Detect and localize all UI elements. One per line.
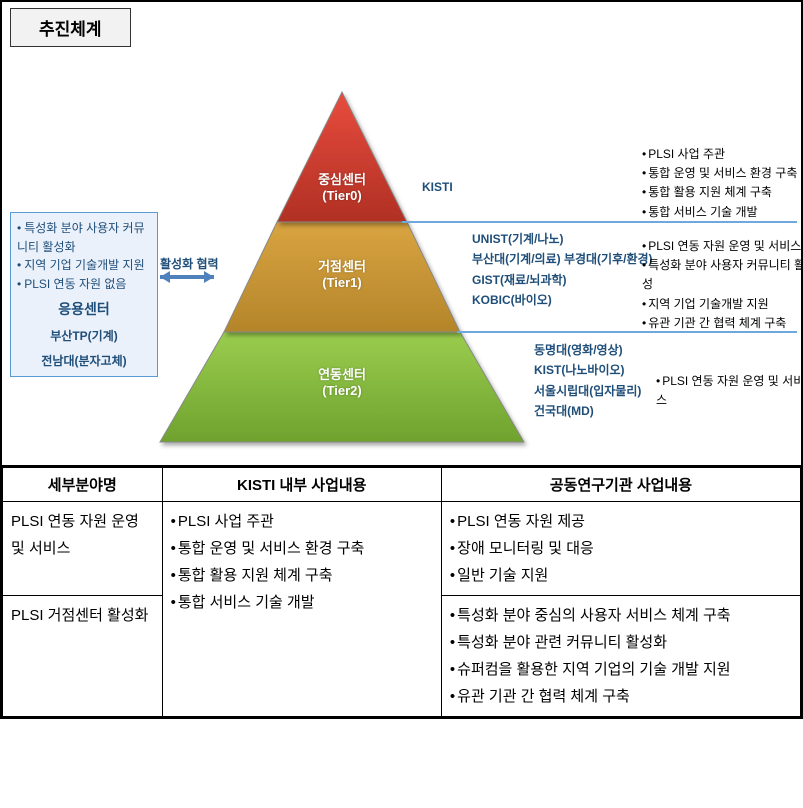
r0c3-0: PLSI 연동 자원 제공 <box>450 508 792 535</box>
details-table: 세부분야명 KISTI 내부 사업내용 공동연구기관 사업내용 PLSI 연동 … <box>2 467 801 717</box>
page-root: 추진체계 <box>0 0 803 719</box>
r0c1: PLSI 연동 자원 운영 및 서비스 <box>3 502 163 596</box>
tier2-institutions: 동명대(영화/영상) KIST(나노바이오) 서울시립대(입자물리) 건국대(M… <box>534 340 641 422</box>
table-row: PLSI 연동 자원 운영 및 서비스 PLSI 사업 주관 통합 운영 및 서… <box>3 502 801 596</box>
pyramid-diagram: 중심센터 (Tier0) 거점센터 (Tier1) 연동센터 (Tier2) 특… <box>2 47 801 467</box>
r0c3: PLSI 연동 자원 제공 장애 모니터링 및 대응 일반 기술 지원 <box>441 502 800 596</box>
t1r1: 특성화 분야 사용자 커뮤니티 활성 <box>642 256 803 294</box>
t0r1: 통합 운영 및 서비스 환경 구축 <box>642 164 802 183</box>
c2m2: 통합 활용 지원 체계 구축 <box>171 562 433 589</box>
tier2-sub: (Tier2) <box>287 383 397 399</box>
r1c3-0: 특성화 분야 중심의 사용자 서비스 체계 구축 <box>450 602 792 629</box>
r1c3-1: 특성화 분야 관련 커뮤니티 활성화 <box>450 629 792 656</box>
application-center-box: 특성화 분야 사용자 커뮤니티 활성화 지역 기업 기술개발 지원 PLSI 연… <box>10 212 158 377</box>
t1r0: PLSI 연동 자원 운영 및 서비스 <box>642 237 803 256</box>
t0r3: 통합 서비스 기술 개발 <box>642 203 802 222</box>
r1c3: 특성화 분야 중심의 사용자 서비스 체계 구축 특성화 분야 관련 커뮤니티 … <box>441 596 800 717</box>
appcenter-title: 응용센터 <box>17 299 151 321</box>
t1r3: 유관 기관 간 협력 체계 구축 <box>642 314 803 333</box>
t1r2: 지역 기업 기술개발 지원 <box>642 295 803 314</box>
c2m0: PLSI 사업 주관 <box>171 508 433 535</box>
appcenter-ex1: 부산TP(기계) <box>17 327 151 346</box>
th-0: 세부분야명 <box>3 468 163 502</box>
tier2-name: 연동센터 <box>287 367 397 383</box>
appcenter-b2: 지역 기업 기술개발 지원 <box>17 256 151 275</box>
t0r0: PLSI 사업 주관 <box>642 145 802 164</box>
tier0-sub: (Tier0) <box>287 188 397 204</box>
tier0-label: 중심센터 (Tier0) <box>287 172 397 205</box>
th-1: KISTI 내부 사업내용 <box>162 468 441 502</box>
r0c3-1: 장애 모니터링 및 대응 <box>450 535 792 562</box>
tier2-roles: PLSI 연동 자원 운영 및 서비스 <box>656 372 803 410</box>
section-title: 추진체계 <box>10 8 131 47</box>
r1c1: PLSI 거점센터 활성화 <box>3 596 163 717</box>
appcenter-ex2: 전남대(분자고체) <box>17 352 151 371</box>
tier0-institutions: KISTI <box>422 177 453 197</box>
inst-t0-0: KISTI <box>422 177 453 197</box>
t2r0: PLSI 연동 자원 운영 및 서비스 <box>656 372 803 410</box>
tier1-name: 거점센터 <box>287 259 397 275</box>
tier1-label: 거점센터 (Tier1) <box>287 259 397 292</box>
r0c3-2: 일반 기술 지원 <box>450 562 792 589</box>
arrow-label: 활성화 협력 <box>160 255 219 272</box>
tier1-roles: PLSI 연동 자원 운영 및 서비스 특성화 분야 사용자 커뮤니티 활성 지… <box>642 237 803 333</box>
inst-t1-0: UNIST(기계/나노) <box>472 229 653 249</box>
tier1-institutions: UNIST(기계/나노) 부산대(기계/의료) 부경대(기후/환경) GIST(… <box>472 229 653 311</box>
th-2: 공동연구기관 사업내용 <box>441 468 800 502</box>
appcenter-b1: 특성화 분야 사용자 커뮤니티 활성화 <box>17 219 151 256</box>
appcenter-bullets: 특성화 분야 사용자 커뮤니티 활성화 지역 기업 기술개발 지원 PLSI 연… <box>17 219 151 293</box>
inst-t1-3: KOBIC(바이오) <box>472 290 653 310</box>
tier0-name: 중심센터 <box>287 172 397 188</box>
appcenter-b3: PLSI 연동 자원 없음 <box>17 275 151 294</box>
table-header-row: 세부분야명 KISTI 내부 사업내용 공동연구기관 사업내용 <box>3 468 801 502</box>
tier2-label: 연동센터 (Tier2) <box>287 367 397 400</box>
tier1-sub: (Tier1) <box>287 275 397 291</box>
c2m3: 통합 서비스 기술 개발 <box>171 589 433 616</box>
c2m1: 통합 운영 및 서비스 환경 구축 <box>171 535 433 562</box>
r1c3-2: 슈퍼컴을 활용한 지역 기업의 기술 개발 지원 <box>450 656 792 683</box>
inst-t2-0: 동명대(영화/영상) <box>534 340 641 360</box>
r1c3-3: 유관 기관 간 협력 체계 구축 <box>450 683 792 710</box>
activation-arrow <box>160 271 214 283</box>
t0r2: 통합 활용 지원 체계 구축 <box>642 183 802 202</box>
tier0-roles: PLSI 사업 주관 통합 운영 및 서비스 환경 구축 통합 활용 지원 체계… <box>642 145 802 222</box>
r-merged-c2: PLSI 사업 주관 통합 운영 및 서비스 환경 구축 통합 활용 지원 체계… <box>162 502 441 717</box>
inst-t1-1: 부산대(기계/의료) 부경대(기후/환경) <box>472 249 653 269</box>
inst-t2-2: 서울시립대(입자물리) <box>534 381 641 401</box>
inst-t1-2: GIST(재료/뇌과학) <box>472 270 653 290</box>
inst-t2-1: KIST(나노바이오) <box>534 360 641 380</box>
inst-t2-3: 건국대(MD) <box>534 401 641 421</box>
